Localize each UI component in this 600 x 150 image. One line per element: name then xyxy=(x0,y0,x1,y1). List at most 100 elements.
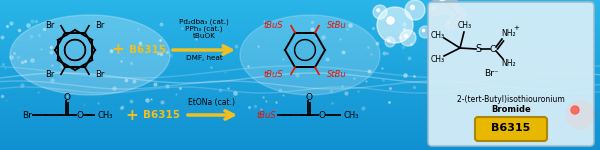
Bar xyxy=(0,81,600,82)
Bar xyxy=(0,96,600,97)
Circle shape xyxy=(377,9,380,12)
Bar xyxy=(0,75,600,76)
Bar xyxy=(0,3,600,4)
Bar xyxy=(0,147,600,148)
Bar xyxy=(0,103,600,104)
Text: Br: Br xyxy=(22,111,32,120)
Text: Br: Br xyxy=(95,21,104,30)
Bar xyxy=(0,93,600,94)
Bar xyxy=(0,33,600,34)
Bar xyxy=(0,12,600,13)
Circle shape xyxy=(387,17,394,24)
Bar xyxy=(0,1,600,2)
Bar xyxy=(0,107,600,108)
FancyBboxPatch shape xyxy=(428,2,594,146)
Ellipse shape xyxy=(10,15,170,95)
Text: tBuS: tBuS xyxy=(263,70,283,79)
Bar xyxy=(0,130,600,131)
Text: tBuOK: tBuOK xyxy=(193,33,215,39)
Bar xyxy=(0,45,600,46)
Bar xyxy=(0,46,600,47)
Bar xyxy=(0,20,600,21)
Bar xyxy=(0,98,600,99)
Text: Br: Br xyxy=(46,21,55,30)
Text: +: + xyxy=(112,42,124,57)
Bar xyxy=(0,78,600,79)
Bar xyxy=(0,111,600,112)
Circle shape xyxy=(571,106,579,114)
Text: CH₃: CH₃ xyxy=(458,21,472,30)
Bar xyxy=(0,73,600,74)
Bar xyxy=(0,149,600,150)
Bar xyxy=(0,99,600,100)
Bar xyxy=(0,145,600,146)
Bar xyxy=(0,42,600,43)
Text: O: O xyxy=(77,111,83,120)
Bar xyxy=(0,136,600,137)
Bar xyxy=(0,47,600,48)
Circle shape xyxy=(445,20,455,30)
FancyBboxPatch shape xyxy=(475,117,547,141)
Bar xyxy=(0,14,600,15)
Bar xyxy=(0,94,600,95)
Bar xyxy=(0,21,600,22)
Text: NH₂: NH₂ xyxy=(502,58,517,68)
Text: DMF, heat: DMF, heat xyxy=(185,55,223,61)
Bar xyxy=(0,76,600,77)
Bar xyxy=(0,16,600,17)
Bar xyxy=(0,39,600,40)
Bar xyxy=(0,119,600,120)
Bar xyxy=(0,18,600,19)
Bar xyxy=(0,146,600,147)
Bar xyxy=(0,22,600,23)
Bar xyxy=(0,101,600,102)
Bar xyxy=(0,114,600,115)
Text: C: C xyxy=(490,45,496,54)
Bar xyxy=(0,102,600,103)
Bar xyxy=(0,125,600,126)
Bar xyxy=(0,144,600,145)
Text: +: + xyxy=(125,108,139,123)
Bar xyxy=(0,120,600,121)
Circle shape xyxy=(454,11,458,15)
Bar xyxy=(0,26,600,27)
Text: Br⁻: Br⁻ xyxy=(484,69,499,78)
Bar xyxy=(0,5,600,6)
Bar xyxy=(0,31,600,32)
Bar xyxy=(0,55,600,56)
Circle shape xyxy=(385,37,395,47)
Bar xyxy=(0,51,600,52)
Ellipse shape xyxy=(240,15,380,95)
Circle shape xyxy=(429,4,441,16)
Bar xyxy=(0,58,600,59)
Bar xyxy=(0,138,600,139)
Bar xyxy=(0,60,600,61)
Text: tBuS: tBuS xyxy=(256,111,275,120)
Text: O: O xyxy=(64,93,71,102)
Bar xyxy=(0,143,600,144)
Bar xyxy=(0,0,600,1)
Circle shape xyxy=(377,7,413,43)
Bar xyxy=(0,124,600,125)
Bar xyxy=(0,62,600,63)
Bar xyxy=(0,53,600,54)
Text: EtONa (cat.): EtONa (cat.) xyxy=(188,99,235,108)
Bar xyxy=(0,118,600,119)
Text: 2-(​tert-Butyl)isothiouronium: 2-(​tert-Butyl)isothiouronium xyxy=(457,96,565,105)
Bar xyxy=(0,148,600,149)
Circle shape xyxy=(388,40,390,42)
Bar xyxy=(0,70,600,71)
Bar xyxy=(0,38,600,39)
Bar xyxy=(0,97,600,98)
Bar xyxy=(0,112,600,113)
Bar xyxy=(0,28,600,29)
Bar xyxy=(0,132,600,133)
Bar xyxy=(0,54,600,55)
Text: Br: Br xyxy=(95,70,104,79)
Bar xyxy=(0,50,600,51)
Bar xyxy=(0,115,600,116)
Circle shape xyxy=(400,30,416,46)
Text: B6315: B6315 xyxy=(143,110,181,120)
Bar xyxy=(0,7,600,8)
Circle shape xyxy=(566,101,594,129)
